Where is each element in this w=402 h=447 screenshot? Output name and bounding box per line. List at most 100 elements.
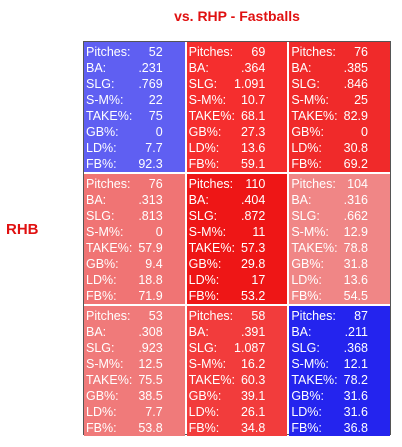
- stat-row: Pitches: 76: [291, 44, 390, 60]
- stat-label: BA:: [188, 61, 209, 75]
- stat-value: 57.9: [138, 241, 163, 255]
- stat-label: SLG:: [291, 209, 320, 223]
- stat-row: GB%: 29.8: [189, 256, 288, 272]
- stat-value: 1.087: [234, 341, 266, 355]
- stat-value: .313: [138, 193, 163, 207]
- stat-value: 53.8: [138, 421, 163, 435]
- stat-label: TAKE%:: [291, 373, 338, 387]
- stat-value: 110: [245, 177, 266, 191]
- stat-row: S-M%: 0: [86, 224, 185, 240]
- stat-row: S-M%: 12.5: [86, 356, 185, 372]
- stat-label: S-M%:: [188, 225, 227, 239]
- stat-row: TAKE%: 68.1: [189, 108, 288, 124]
- stat-row: Pitches: 87: [291, 308, 390, 324]
- stat-row: SLG: .872: [189, 208, 288, 224]
- stat-row: SLG: .662: [291, 208, 390, 224]
- stat-label: SLG:: [188, 341, 218, 355]
- stat-value: 25: [354, 93, 368, 107]
- stat-label: TAKE%:: [188, 109, 235, 123]
- stat-label: SLG:: [86, 77, 115, 91]
- zone-cell: Pitches: 69 BA: .364 SLG: 1.091 S-M%: 10.7 TAKE%…: [186, 42, 288, 172]
- stat-value: 30.8: [343, 141, 368, 155]
- stat-label: S-M%:: [291, 357, 329, 371]
- stat-label: SLG:: [188, 77, 218, 91]
- stat-row: GB%: 31.8: [291, 256, 390, 272]
- zone-cell: Pitches: 76 BA: .385 SLG: .846 S-M%: 25 TAKE%: 82…: [289, 42, 390, 172]
- stat-value: 82.9: [343, 109, 368, 123]
- stat-label: S-M%:: [291, 225, 329, 239]
- stat-value: .211: [344, 325, 368, 339]
- stat-value: 38.5: [138, 389, 163, 403]
- stat-row: BA: .211: [291, 324, 390, 340]
- stat-row: S-M%: 22: [86, 92, 185, 108]
- stat-value: .308: [138, 325, 163, 339]
- stat-row: GB%: 39.1: [189, 388, 288, 404]
- stat-label: TAKE%:: [188, 241, 235, 255]
- stat-row: FB%: 69.2: [291, 156, 390, 172]
- zone-cell: Pitches: 104 BA: .316 SLG: .662 S-M%: 12.9 TAKE%…: [289, 174, 390, 304]
- stat-label: LD%:: [86, 273, 117, 287]
- stat-label: LD%:: [86, 405, 117, 419]
- stat-row: S-M%: 25: [291, 92, 390, 108]
- zone-cell: Pitches: 110 BA: .404 SLG: .872 S-M%: 11 TAKE%: 5…: [186, 174, 288, 304]
- stat-row: TAKE%: 78.2: [291, 372, 390, 388]
- stat-value: 31.6: [343, 389, 368, 403]
- stat-label: LD%:: [188, 141, 220, 155]
- stat-row: LD%: 7.7: [86, 404, 185, 420]
- stat-label: BA:: [86, 61, 107, 75]
- stat-row: SLG: .769: [86, 76, 185, 92]
- stat-row: GB%: 27.3: [189, 124, 288, 140]
- stat-label: SLG:: [188, 209, 218, 223]
- stat-row: TAKE%: 75.5: [86, 372, 185, 388]
- stat-value: 12.1: [343, 357, 368, 371]
- stat-value: 17: [251, 273, 266, 287]
- stat-row: FB%: 53.8: [86, 420, 185, 436]
- stat-label: SLG:: [291, 341, 320, 355]
- stat-label: S-M%:: [188, 93, 227, 107]
- stat-label: BA:: [188, 325, 209, 339]
- stat-label: GB%:: [291, 389, 324, 403]
- side-label: RHB: [6, 221, 39, 238]
- stat-row: TAKE%: 57.3: [189, 240, 288, 256]
- stat-label: FB%:: [291, 421, 322, 435]
- stat-value: .813: [138, 209, 163, 223]
- stat-row: SLG: .846: [291, 76, 390, 92]
- stat-row: S-M%: 10.7: [189, 92, 288, 108]
- stat-label: LD%:: [291, 405, 322, 419]
- stat-row: SLG: .923: [86, 340, 185, 356]
- stat-row: TAKE%: 60.3: [189, 372, 288, 388]
- stat-value: 22: [148, 93, 163, 107]
- stat-value: 31.6: [343, 405, 368, 419]
- stat-label: Pitches:: [86, 177, 131, 191]
- stat-row: S-M%: 12.1: [291, 356, 390, 372]
- stat-row: Pitches: 53: [86, 308, 185, 324]
- stat-value: 57.3: [240, 241, 266, 255]
- stat-value: 18.8: [138, 273, 163, 287]
- stat-row: SLG: .368: [291, 340, 390, 356]
- stat-value: .316: [343, 193, 368, 207]
- stat-label: FB%:: [86, 289, 117, 303]
- stat-row: LD%: 26.1: [189, 404, 288, 420]
- stat-label: GB%:: [188, 125, 222, 139]
- stat-row: Pitches: 58: [189, 308, 288, 324]
- stat-row: LD%: 18.8: [86, 272, 185, 288]
- stat-label: GB%:: [188, 389, 222, 403]
- stat-label: TAKE%:: [86, 241, 133, 255]
- stat-value: 58: [251, 309, 266, 323]
- stat-label: Pitches:: [291, 45, 336, 59]
- stat-row: GB%: 0: [86, 124, 185, 140]
- stat-value: 75: [148, 109, 163, 123]
- stat-value: 69.2: [343, 157, 368, 171]
- stat-value: 36.8: [343, 421, 368, 435]
- stat-row: FB%: 54.5: [291, 288, 390, 304]
- stat-value: 59.1: [240, 157, 266, 171]
- stat-value: 10.7: [240, 93, 266, 107]
- stat-label: FB%:: [291, 289, 322, 303]
- stat-label: BA:: [291, 193, 312, 207]
- stat-value: 0: [155, 225, 163, 239]
- stat-label: S-M%:: [188, 357, 227, 371]
- stat-label: BA:: [291, 325, 312, 339]
- stat-label: Pitches:: [188, 177, 234, 191]
- stat-label: GB%:: [86, 125, 119, 139]
- stat-value: 92.3: [138, 157, 163, 171]
